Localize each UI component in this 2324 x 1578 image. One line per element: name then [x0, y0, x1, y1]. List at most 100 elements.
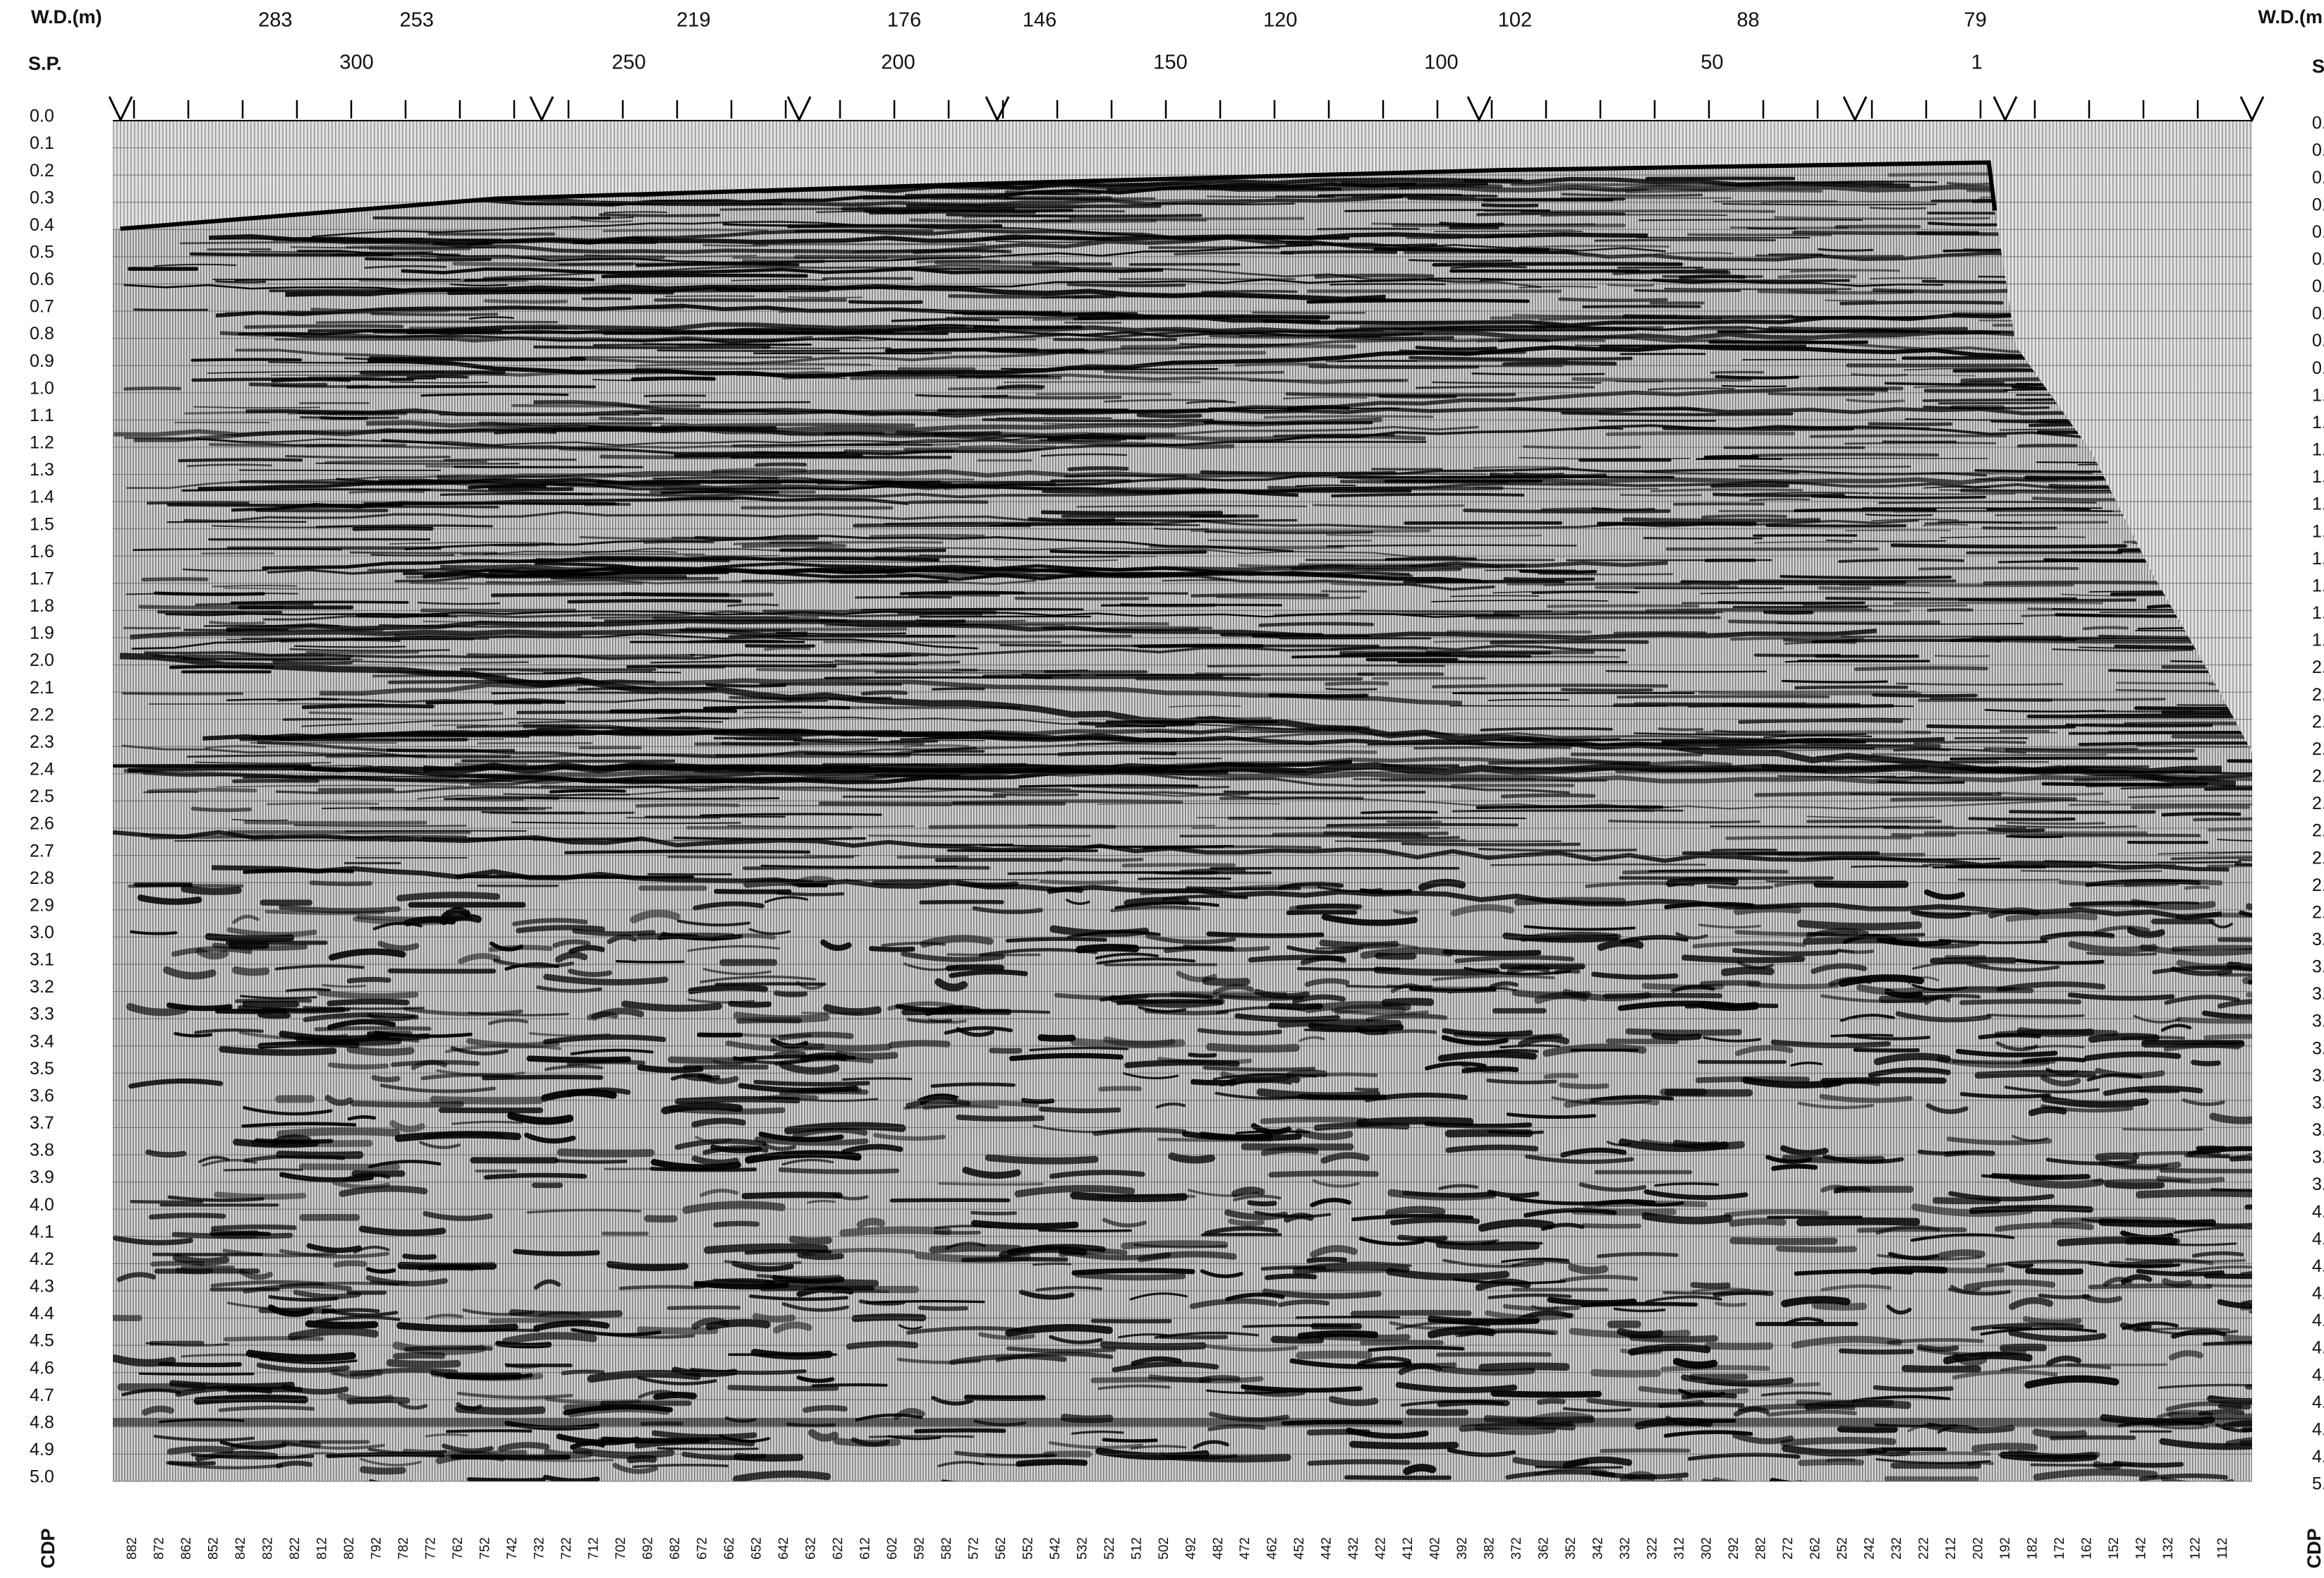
reflector	[1920, 568, 2078, 569]
reflector	[669, 1307, 738, 1308]
reflector	[1684, 1395, 1734, 1397]
time-label-right: 4.1	[2312, 1229, 2324, 1249]
reflector	[559, 264, 789, 265]
time-label: 3.8	[30, 1141, 54, 1160]
reflector	[516, 1251, 598, 1254]
reflector	[707, 684, 785, 686]
wd-value: 253	[400, 9, 434, 32]
reflector	[657, 1395, 694, 1397]
reflector	[1800, 1221, 1916, 1222]
time-label: 0.4	[30, 215, 54, 235]
reflector	[494, 545, 538, 546]
reflector	[918, 1255, 1028, 1259]
reflector	[2210, 1399, 2282, 1402]
reflector	[1712, 485, 1787, 486]
reflector	[1267, 1276, 1315, 1277]
reflector	[178, 1270, 210, 1272]
reflector	[295, 825, 466, 826]
reflector	[1180, 344, 1290, 345]
time-label: 1.0	[30, 378, 54, 398]
sp-label: S.P.	[28, 53, 62, 74]
reflector	[1961, 1001, 2079, 1002]
reflector	[1377, 970, 1496, 973]
time-label-right: 2.7	[2312, 848, 2324, 868]
reflector	[757, 464, 805, 465]
reflector	[1606, 995, 1720, 996]
cdp-value: 552	[1021, 1537, 1035, 1560]
reflector	[1645, 1216, 1729, 1220]
reflector	[1813, 497, 1985, 498]
time-label-right: 1.8	[2312, 603, 2324, 623]
reflector	[1874, 290, 2009, 291]
reflector	[1426, 1124, 1529, 1127]
reflector	[647, 1218, 674, 1219]
reflector	[730, 1388, 836, 1389]
time-label: 4.5	[30, 1331, 54, 1351]
cdp-value: 432	[1346, 1537, 1361, 1560]
cdp-value: 152	[2107, 1537, 2122, 1560]
reflector	[1978, 1074, 2093, 1076]
reflector	[1124, 865, 1234, 866]
sp-value: 250	[612, 51, 645, 74]
reflector	[1505, 1306, 1578, 1309]
seismic-section: W.D.(m) S.P. W.D.(m S.P. CDP CDP 0.00.00…	[0, 0, 2324, 1578]
reflector	[1360, 1121, 1470, 1123]
cdp-value: 262	[1808, 1537, 1823, 1560]
reflector	[1915, 742, 2025, 744]
reflector	[696, 1284, 786, 1287]
reflector	[1583, 1225, 1639, 1226]
reflector	[1430, 1319, 1536, 1322]
reflector	[1763, 766, 1925, 767]
time-label: 3.1	[30, 950, 54, 970]
reflector	[2115, 1463, 2182, 1465]
reflector	[351, 1049, 411, 1052]
reflector	[434, 243, 492, 244]
reflector	[610, 1264, 685, 1268]
reflector	[1282, 252, 1395, 253]
reflector	[604, 230, 767, 231]
cdp-value: 752	[477, 1537, 492, 1560]
reflector	[1602, 1450, 1689, 1451]
sp-value: 300	[339, 51, 373, 74]
reflector	[222, 1049, 334, 1052]
reflector	[2057, 812, 2140, 813]
time-label-right: 3.1	[2312, 957, 2324, 977]
reflector	[1933, 960, 2014, 961]
reflector	[1326, 688, 1376, 689]
reflector	[1043, 423, 1194, 424]
reflector	[2036, 1432, 2083, 1435]
reflector	[1104, 1440, 1156, 1441]
reflector	[309, 1324, 375, 1325]
reflector	[2022, 615, 2113, 616]
reflector	[1710, 342, 1867, 343]
reflector	[1105, 372, 1283, 373]
reflector	[449, 292, 672, 293]
reflector	[1473, 373, 1604, 374]
reflector	[777, 1053, 804, 1055]
reflector	[1875, 1388, 1952, 1390]
reflector	[1456, 1034, 1560, 1037]
reflector	[1449, 1147, 1536, 1150]
reflector	[1905, 1368, 1978, 1369]
reflector	[1404, 1193, 1494, 1195]
cdp-value: 112	[2215, 1538, 2230, 1559]
reflector	[1249, 380, 1402, 381]
reflector	[1783, 681, 1887, 682]
reflector	[257, 1141, 331, 1142]
reflector	[827, 1008, 877, 1012]
reflector	[731, 1004, 769, 1005]
cdp-value: 192	[1998, 1537, 2013, 1560]
reflector	[989, 1158, 1095, 1161]
time-label-right: 0.6	[2312, 277, 2324, 296]
reflector	[2171, 1415, 2268, 1417]
reflector	[370, 358, 584, 359]
reflector	[1869, 1452, 1908, 1454]
reflector	[183, 1267, 233, 1268]
time-label: 0.1	[30, 133, 54, 153]
reflector	[1978, 771, 2194, 772]
reflector	[1172, 1156, 1212, 1160]
reflector	[1451, 595, 1538, 596]
reflector	[1546, 1076, 1576, 1077]
reflector	[180, 460, 302, 461]
reflector	[1008, 939, 1105, 941]
